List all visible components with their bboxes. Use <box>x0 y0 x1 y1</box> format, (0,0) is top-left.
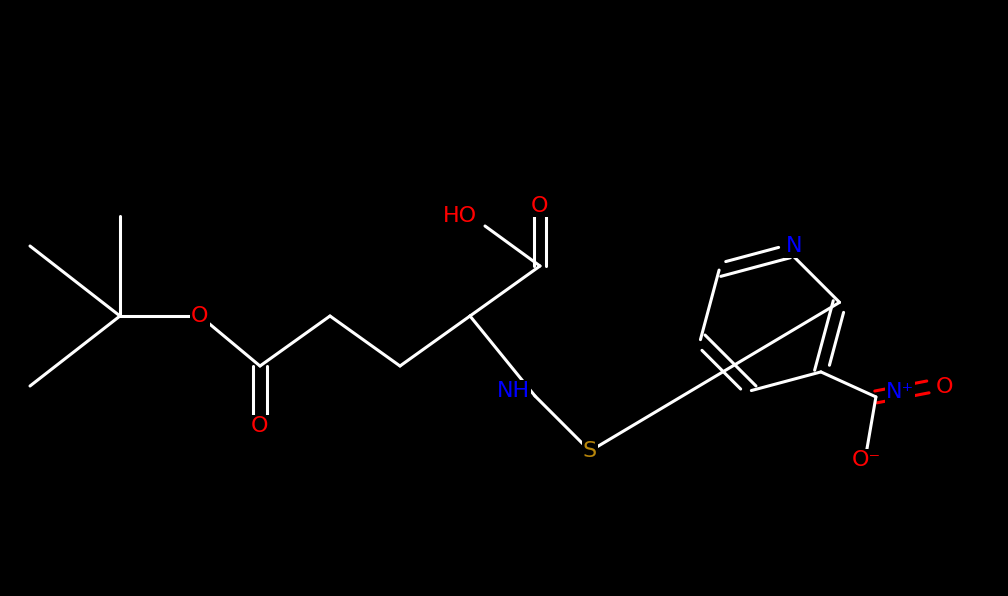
Text: NH: NH <box>497 381 530 401</box>
Text: N: N <box>785 237 802 256</box>
Text: O: O <box>935 377 954 397</box>
Text: O⁻: O⁻ <box>852 450 881 470</box>
Text: N⁺: N⁺ <box>886 382 914 402</box>
Text: O: O <box>251 416 269 436</box>
Text: O: O <box>531 196 548 216</box>
Text: S: S <box>583 441 597 461</box>
Text: HO: HO <box>443 206 477 226</box>
Text: O: O <box>192 306 209 326</box>
